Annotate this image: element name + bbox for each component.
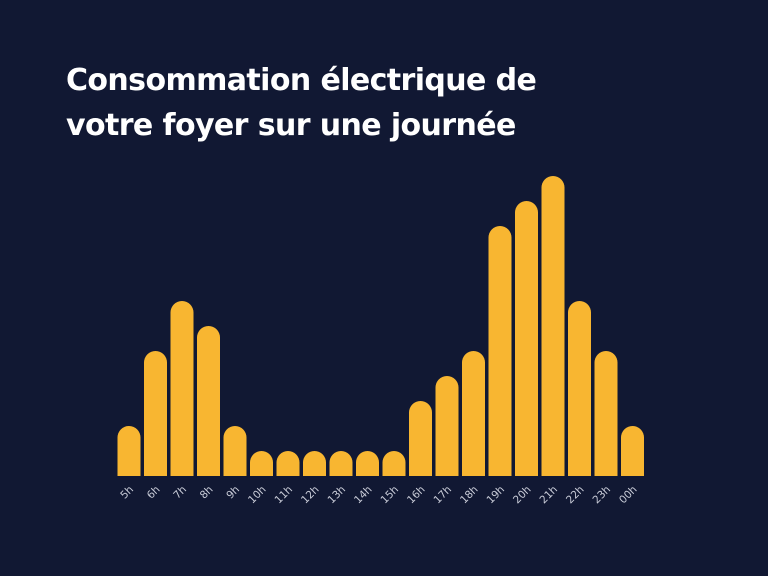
tick-label-13h: 13h xyxy=(325,484,348,507)
bar-18h xyxy=(462,351,485,476)
tick-label-15h: 15h xyxy=(378,484,401,507)
tick-label-18h: 18h xyxy=(458,484,481,507)
chart-title: Consommation électrique de votre foyer s… xyxy=(66,58,706,148)
bar-16h xyxy=(409,401,432,476)
bar-10h xyxy=(250,451,273,476)
bar-22h xyxy=(568,301,591,476)
bars-group xyxy=(117,176,644,477)
bar-23h xyxy=(594,351,618,476)
tick-label-12h: 12h xyxy=(299,484,322,507)
tick-label-11h: 11h xyxy=(272,484,295,507)
x-tick-labels: 5h 6h 7h 8h 9h 10h 11h 12h 13h 14h 15h 16h 17h 18h 19h… xyxy=(118,484,639,507)
bar-14h xyxy=(356,451,379,476)
tick-label-6h: 6h xyxy=(145,484,163,502)
tick-label-22h: 22h xyxy=(564,484,587,507)
bar-8h xyxy=(197,326,220,476)
bar-21h xyxy=(541,176,565,476)
chart-title-line-1: Consommation électrique de xyxy=(66,63,537,98)
tick-label-16h: 16h xyxy=(405,484,428,507)
bar-00h xyxy=(621,426,644,476)
tick-label-00h: 00h xyxy=(617,484,640,507)
bar-13h xyxy=(329,451,353,476)
bar-9h xyxy=(223,426,247,476)
tick-label-7h: 7h xyxy=(171,484,189,502)
bar-19h xyxy=(488,226,512,476)
bar-17h xyxy=(435,376,459,476)
tick-label-17h: 17h xyxy=(431,484,454,507)
bar-11h xyxy=(276,451,300,476)
tick-label-5h: 5h xyxy=(118,484,136,502)
tick-label-19h: 19h xyxy=(484,484,507,507)
bar-6h xyxy=(144,351,167,476)
tick-label-14h: 14h xyxy=(352,484,375,507)
bar-5h xyxy=(117,426,141,476)
tick-label-20h: 20h xyxy=(511,484,534,507)
tick-label-23h: 23h xyxy=(590,484,613,507)
tick-label-9h: 9h xyxy=(224,484,242,502)
bar-20h xyxy=(515,201,538,477)
tick-label-10h: 10h xyxy=(246,484,269,507)
chart-title-line-2: votre foyer sur une journée xyxy=(66,108,516,143)
tick-label-21h: 21h xyxy=(537,484,560,507)
bar-7h xyxy=(170,301,194,476)
bar-15h xyxy=(382,451,406,476)
bar-12h xyxy=(303,451,326,476)
tick-label-8h: 8h xyxy=(198,484,216,502)
